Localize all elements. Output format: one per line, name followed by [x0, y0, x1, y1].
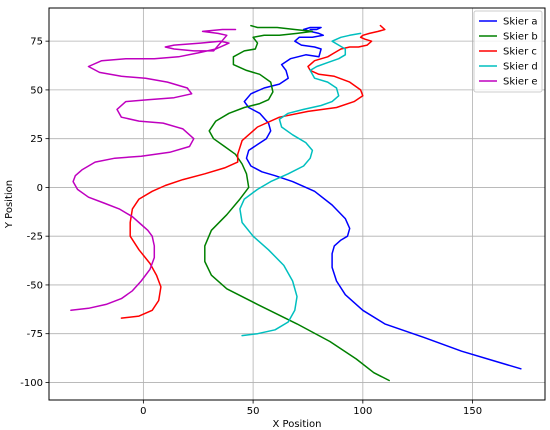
- y-tick-label: -50: [27, 280, 43, 291]
- legend-label-skier-a: Skier a: [503, 17, 538, 28]
- series-line-skier-d: [239, 32, 362, 337]
- series-line-skier-b: [204, 24, 390, 382]
- series-lines: [70, 24, 522, 382]
- y-tick-label: -100: [20, 378, 43, 389]
- x-tick-label: 0: [140, 406, 146, 417]
- series-line-skier-a: [243, 26, 522, 370]
- y-tick-label: -75: [27, 329, 43, 340]
- y-tick-label: 0: [37, 183, 43, 194]
- legend-label-skier-e: Skier e: [503, 77, 538, 88]
- ticks: 0 50 100 150 -100 -75 -50 -25 0 25 50 75: [20, 37, 482, 417]
- y-tick-label: 25: [30, 134, 43, 145]
- y-axis-label: Y Position: [4, 180, 15, 229]
- x-tick-label: 50: [247, 406, 260, 417]
- x-axis-label: X Position: [273, 419, 322, 430]
- x-tick-label: 150: [463, 406, 482, 417]
- y-tick-label: 50: [30, 85, 43, 96]
- legend: Skier a Skier b Skier c Skier d Skier e: [473, 10, 543, 93]
- series-line-skier-e: [70, 28, 237, 312]
- legend-label-skier-b: Skier b: [503, 32, 538, 43]
- grid: [49, 8, 545, 400]
- legend-box: [473, 10, 543, 93]
- plot-frame: [48, 7, 546, 401]
- x-tick-label: 100: [353, 406, 372, 417]
- y-tick-label: -25: [27, 232, 43, 243]
- series-line-skier-c: [120, 24, 386, 319]
- y-tick-label: 75: [30, 37, 43, 48]
- legend-label-skier-c: Skier c: [503, 47, 537, 58]
- legend-label-skier-d: Skier d: [503, 62, 538, 73]
